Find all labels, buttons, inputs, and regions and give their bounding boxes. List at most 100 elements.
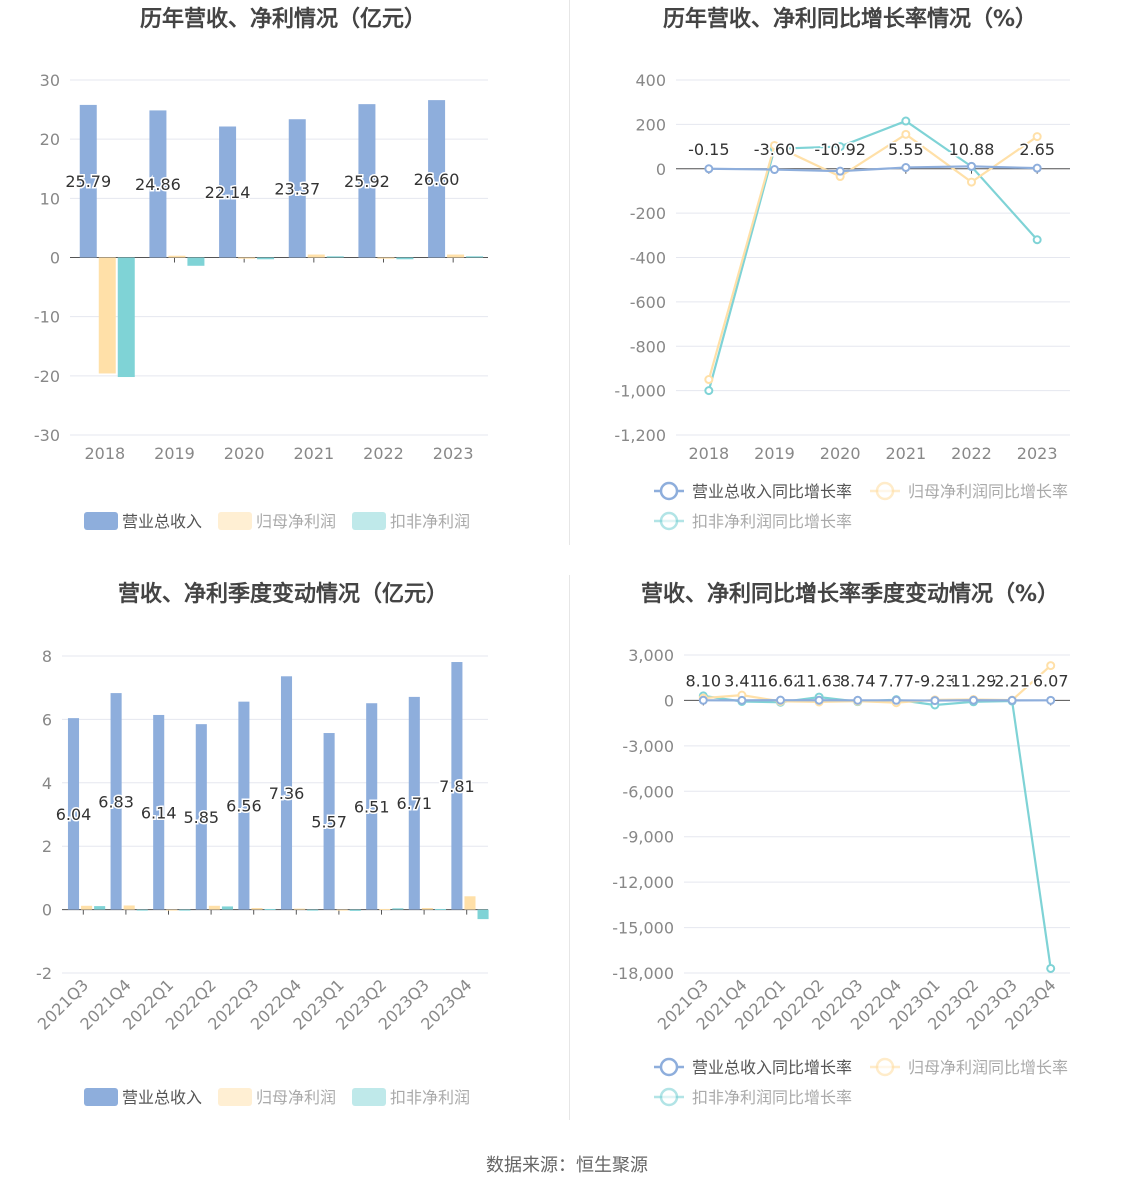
bar-net-profit [447, 254, 465, 258]
chart-0: 历年营收、净利情况（亿元） 30 20 10 0 -10 -20 -30 2018 2019 202… [34, 6, 488, 531]
data-label: 11.63 [796, 671, 842, 690]
point-revenue [967, 161, 976, 171]
point-net-profit [704, 375, 714, 385]
x-tick-label: 2021 [885, 444, 926, 463]
bar-revenue [238, 701, 250, 910]
y-tick-label: 0 [664, 691, 674, 710]
legend-swatch [352, 1088, 386, 1106]
y-tick-label: 200 [635, 115, 666, 134]
bar-deducted-profit [136, 909, 148, 911]
legend-label: 营业总收入 [122, 1088, 202, 1107]
y-tick-label: -400 [630, 249, 666, 268]
bar-deducted-profit [307, 909, 319, 911]
bar-revenue [323, 733, 335, 910]
y-tick-label: 0 [656, 160, 666, 179]
legend-marker [875, 1057, 895, 1077]
legend-swatch [218, 1088, 252, 1106]
bar-deducted-profit [466, 256, 484, 258]
bar-net-profit [251, 908, 263, 910]
y-tick-label: 400 [635, 71, 666, 90]
point-revenue [891, 695, 901, 705]
bar-net-profit [294, 908, 306, 910]
chart-title: 营收、净利季度变动情况（亿元） [118, 581, 448, 607]
bar-deducted-profit [257, 257, 275, 260]
data-label: -9.23 [914, 671, 955, 690]
data-label: 22.14 [205, 183, 251, 202]
data-label: 16.62 [758, 671, 804, 690]
y-tick-label: -15,000 [612, 919, 674, 938]
data-label: 5.57 [311, 812, 347, 831]
x-tick-label: 2023 [433, 444, 474, 463]
legend-label: 扣非净利润 [390, 512, 470, 531]
bar-revenue [428, 100, 446, 258]
bar-deducted-profit [396, 257, 414, 260]
point-revenue [1007, 695, 1017, 705]
point-net-profit [1032, 132, 1042, 142]
legend-marker [659, 1087, 679, 1107]
data-label: 6.04 [56, 805, 92, 824]
divider-bottom [569, 575, 570, 1120]
point-net-profit [901, 129, 911, 139]
x-tick-label: 2023 [1017, 444, 1058, 463]
x-tick-label: 2019 [154, 444, 195, 463]
legend-label: 扣非净利润同比增长率 [692, 1088, 852, 1107]
data-label: 11.29 [951, 671, 997, 690]
point-revenue [835, 166, 845, 176]
data-label: 25.92 [344, 172, 390, 191]
line-net-profit [707, 133, 1038, 380]
bar-net-profit [379, 908, 391, 910]
y-tick-label: -10 [34, 308, 60, 327]
bar-deducted-profit [179, 909, 191, 911]
bar-deducted-profit [94, 906, 106, 910]
y-tick-label: 4 [42, 774, 52, 793]
legend-swatch [218, 512, 252, 530]
data-label: 8.74 [840, 671, 876, 690]
data-label: -0.15 [688, 140, 729, 159]
data-label: 7.81 [439, 777, 475, 796]
x-tick-label: 2019 [754, 444, 795, 463]
legend-label: 扣非净利润 [390, 1088, 470, 1107]
y-tick-label: -18,000 [612, 964, 674, 983]
data-label: 7.77 [878, 671, 914, 690]
y-tick-label: -2 [36, 964, 52, 983]
data-label: 2.65 [1019, 140, 1055, 159]
y-tick-label: -600 [630, 293, 666, 312]
point-revenue [1046, 695, 1056, 705]
data-label: 8.10 [685, 671, 721, 690]
legend-marker [659, 481, 679, 501]
x-tick-label: 2022 [951, 444, 992, 463]
y-tick-label: -200 [630, 204, 666, 223]
point-deducted-profit [1046, 963, 1056, 973]
y-tick-label: -6,000 [622, 782, 674, 801]
legend-item: 归母净利润 [218, 512, 336, 531]
x-tick-label: 2018 [84, 444, 125, 463]
bar-revenue [195, 724, 207, 910]
bar-deducted-profit [264, 908, 276, 910]
chart-1: 历年营收、净利同比增长率情况（%） 400 200 0 -200 -400 -600 -800… [614, 6, 1070, 531]
point-revenue [969, 695, 978, 705]
legend-item: 扣非净利润 [352, 512, 470, 531]
legend-label: 归母净利润同比增长率 [908, 482, 1068, 501]
bar-net-profit [336, 909, 348, 911]
legend-label: 营业总收入同比增长率 [692, 482, 852, 501]
legend-label: 营业总收入同比增长率 [692, 1058, 852, 1077]
point-revenue [776, 695, 785, 705]
legend-swatch [84, 1088, 118, 1106]
point-deducted-profit [1032, 235, 1042, 245]
data-label: 25.79 [65, 172, 111, 191]
legend-marker [659, 511, 679, 531]
point-revenue [704, 164, 714, 174]
legend-item: 营业总收入同比增长率 [654, 1057, 852, 1077]
y-tick-label: 10 [40, 189, 60, 208]
point-deducted-profit [835, 142, 845, 152]
point-net-profit [967, 177, 976, 187]
y-tick-label: 0 [42, 901, 52, 920]
y-tick-label: -1,200 [614, 426, 666, 445]
bar-revenue [79, 104, 97, 258]
data-label: 6.07 [1033, 671, 1069, 690]
bar-revenue [219, 126, 237, 258]
point-revenue [901, 163, 911, 173]
y-tick-label: -20 [34, 367, 60, 386]
chart-title: 历年营收、净利同比增长率情况（%） [663, 6, 1037, 32]
